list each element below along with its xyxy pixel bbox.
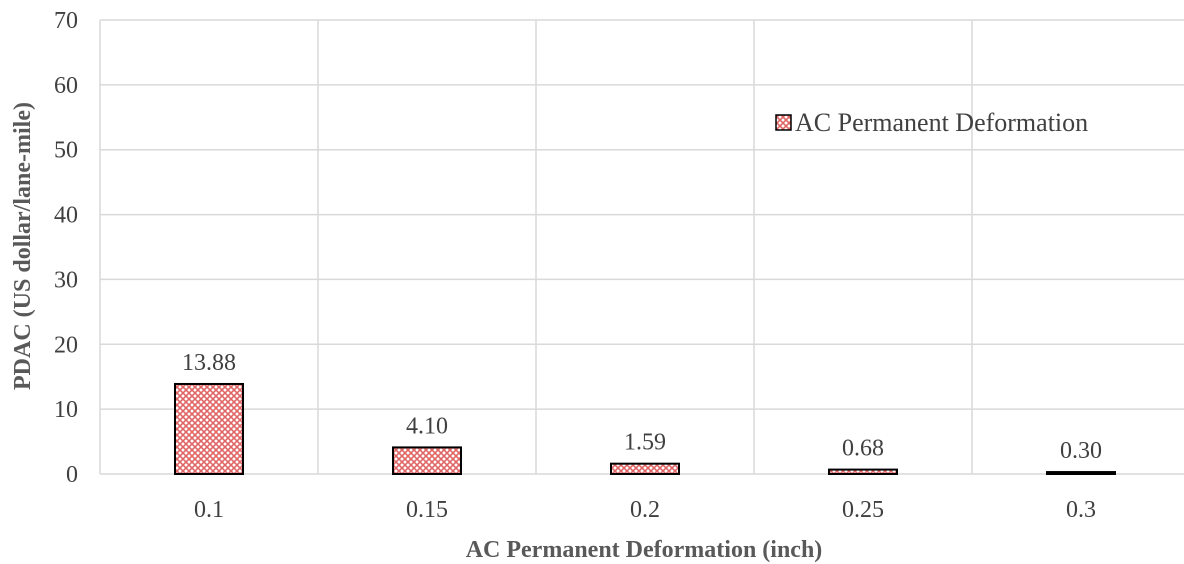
bar xyxy=(174,382,244,475)
x-tick-label: 0.2 xyxy=(630,497,660,523)
bars xyxy=(174,382,1116,476)
y-axis-title: PDAC (US dollar/lane-mile) xyxy=(10,102,36,390)
gridlines xyxy=(99,19,1184,475)
data-label: 1.59 xyxy=(624,430,666,456)
x-tick-label: 0.3 xyxy=(1066,497,1096,523)
x-tick-label: 0.1 xyxy=(194,497,224,523)
data-label: 13.88 xyxy=(182,350,236,376)
data-labels: 13.88 4.10 1.59 0.68 0.30 xyxy=(182,350,1102,464)
y-tick-label: 40 xyxy=(54,203,78,229)
y-tick-label: 60 xyxy=(54,73,78,99)
bar xyxy=(1046,471,1116,476)
data-label: 4.10 xyxy=(406,413,448,439)
y-tick-label: 70 xyxy=(54,8,78,34)
y-tick-label: 0 xyxy=(66,462,78,488)
y-tick-label: 30 xyxy=(54,267,78,293)
y-tick-label: 20 xyxy=(54,332,78,358)
legend-label: AC Permanent Deformation xyxy=(795,108,1088,137)
x-tick-label: 0.25 xyxy=(842,497,884,523)
x-tick-label: 0.15 xyxy=(406,497,448,523)
y-tick-label: 10 xyxy=(54,397,78,423)
data-label: 0.30 xyxy=(1060,438,1102,464)
y-tick-label: 50 xyxy=(54,138,78,164)
data-label: 0.68 xyxy=(842,436,884,462)
x-tick-labels: 0.1 0.15 0.2 0.25 0.3 xyxy=(194,497,1096,523)
legend: AC Permanent Deformation xyxy=(775,108,1088,137)
x-axis-title: AC Permanent Deformation (inch) xyxy=(466,537,823,563)
y-tick-labels: 0 10 20 30 40 50 60 70 xyxy=(54,8,78,488)
bar xyxy=(392,446,462,475)
bar xyxy=(828,468,898,476)
legend-swatch xyxy=(775,114,792,131)
bar xyxy=(610,462,680,475)
